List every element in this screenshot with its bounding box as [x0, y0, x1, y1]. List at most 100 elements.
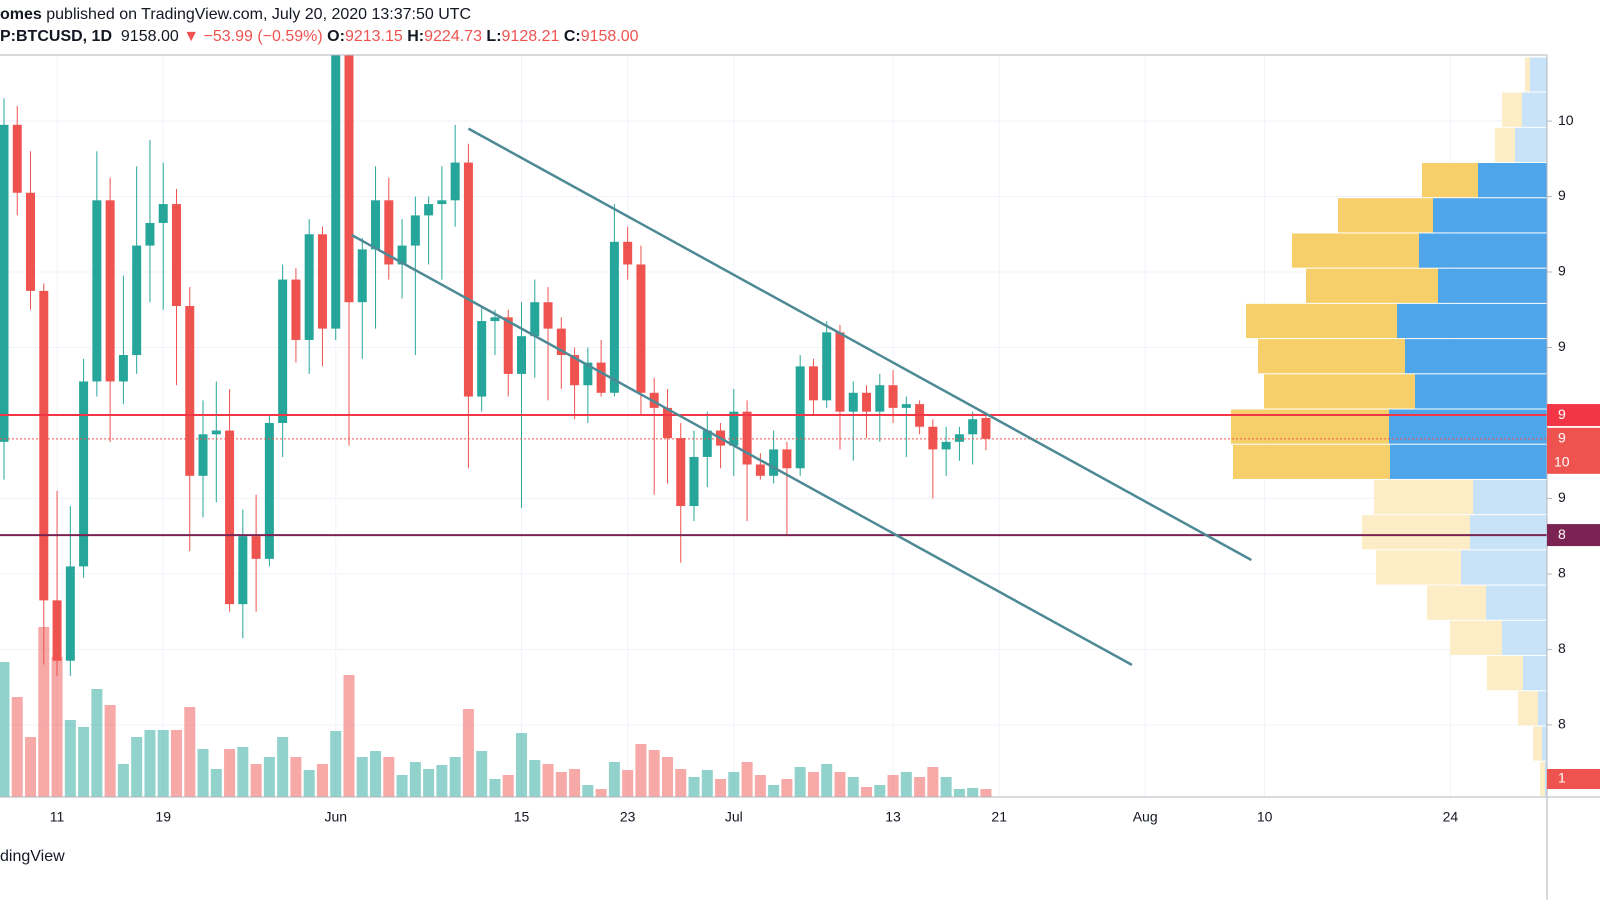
volume-bar: [861, 787, 873, 797]
volume-bar: [741, 762, 753, 797]
publish-line: omes published on TradingView.com, July …: [0, 6, 471, 24]
profile-up: [1530, 57, 1547, 92]
volume-bar: [51, 657, 63, 797]
y-tick-label: 9: [1558, 489, 1566, 505]
y-tick-label: 8: [1558, 716, 1566, 732]
author: omes: [0, 6, 42, 23]
profile-up: [1433, 198, 1547, 233]
level-tag: [1547, 524, 1600, 547]
volume-bar: [184, 707, 196, 797]
candle-body: [822, 332, 832, 401]
profile-down: [1540, 761, 1545, 796]
change: −53.99 (−0.59%): [203, 28, 323, 45]
volume-bar: [64, 720, 76, 797]
candle-body: [583, 362, 593, 386]
volume-bar: [303, 770, 315, 797]
volume-bar: [608, 762, 620, 797]
volume-bar: [449, 757, 461, 797]
profile-down: [1450, 620, 1502, 656]
axes: 11 19 Jun 15 23 Jul 13 21 Aug 10 24 10 9 9 9 9 8 8 8 9 8 9 10 1: [0, 54, 1600, 900]
candle-body: [463, 162, 473, 397]
volume-bar: [263, 757, 275, 797]
candle-body: [410, 215, 420, 246]
arrow: ▼: [183, 28, 200, 45]
volume-bar: [728, 772, 740, 797]
volume-bar: [316, 764, 328, 797]
published: published on TradingView.com, July 20, 2…: [41, 6, 472, 23]
candle-body: [888, 385, 898, 408]
volume-bar: [144, 730, 156, 797]
volume-bar: [0, 662, 10, 797]
profile-down: [1246, 303, 1397, 339]
candle-body: [132, 245, 142, 356]
x-tick-label: Jul: [725, 809, 743, 825]
candle-body: [755, 464, 765, 476]
volume-bar: [569, 769, 581, 797]
candle-body: [0, 124, 9, 442]
volume-bar: [330, 731, 342, 797]
x-tick-label: 19: [155, 809, 171, 825]
volume-bar: [170, 730, 182, 797]
volume-bar: [914, 777, 926, 797]
candle-body: [145, 222, 155, 246]
volume-bar: [78, 727, 90, 797]
volume-bar: [104, 705, 116, 797]
symbol: P:BTCUSD, 1D: [0, 28, 113, 45]
profile-down: [1233, 444, 1390, 479]
profile-up: [1397, 303, 1547, 339]
candle-body: [371, 200, 381, 250]
trendline: [351, 233, 1133, 666]
candle-body: [52, 600, 62, 661]
volume-bar: [157, 730, 169, 797]
candle-body: [636, 264, 646, 393]
candle-body: [808, 366, 818, 401]
profile-down: [1338, 198, 1433, 233]
o: 9213.15: [344, 28, 403, 45]
volume-bar: [529, 760, 541, 797]
x-tick-label: 10: [1257, 809, 1273, 825]
profile-down: [1502, 92, 1522, 127]
x-tick-label: 23: [620, 809, 636, 825]
candle-body: [477, 321, 487, 397]
x-tick-label: Aug: [1133, 809, 1158, 825]
volume-bar: [11, 697, 23, 797]
candle-body: [331, 55, 341, 329]
volume-bar: [648, 750, 660, 797]
candle-body: [12, 124, 22, 193]
profile-down: [1427, 585, 1486, 620]
candle-body: [689, 456, 699, 507]
profile-down: [1422, 163, 1478, 198]
candle-body: [556, 328, 566, 356]
candle-body: [65, 566, 75, 661]
candle-body: [769, 449, 779, 476]
last-price-tag: [1547, 427, 1600, 474]
volume-bar: [688, 777, 700, 797]
candle-body: [862, 392, 872, 412]
profile-up: [1523, 656, 1547, 691]
volume-bar: [502, 775, 514, 797]
profile-up: [1438, 268, 1547, 303]
l-label: L:: [486, 28, 502, 45]
candle-body: [424, 204, 434, 216]
volume-bar: [622, 770, 634, 797]
volume-bar: [874, 785, 886, 797]
candle-body: [357, 249, 367, 303]
volume-bar: [794, 767, 806, 797]
volume-bar: [807, 772, 819, 797]
candle-body: [928, 426, 938, 450]
candle-body: [79, 381, 89, 567]
volume-bar: [781, 779, 793, 797]
candle-body: [609, 241, 619, 393]
profile-down: [1487, 656, 1523, 691]
profile-down: [1518, 691, 1538, 726]
footer: dingView: [0, 848, 65, 865]
candle-body: [198, 434, 208, 476]
volume-bar: [675, 769, 687, 797]
candle-body: [171, 204, 181, 306]
candle-body: [596, 362, 606, 393]
symbol-line: P:BTCUSD, 1D 9158.00 ▼ −53.99 (−0.59%) O…: [0, 28, 639, 46]
volume-bar: [754, 775, 766, 797]
y-tick-label: 10: [1558, 112, 1574, 128]
